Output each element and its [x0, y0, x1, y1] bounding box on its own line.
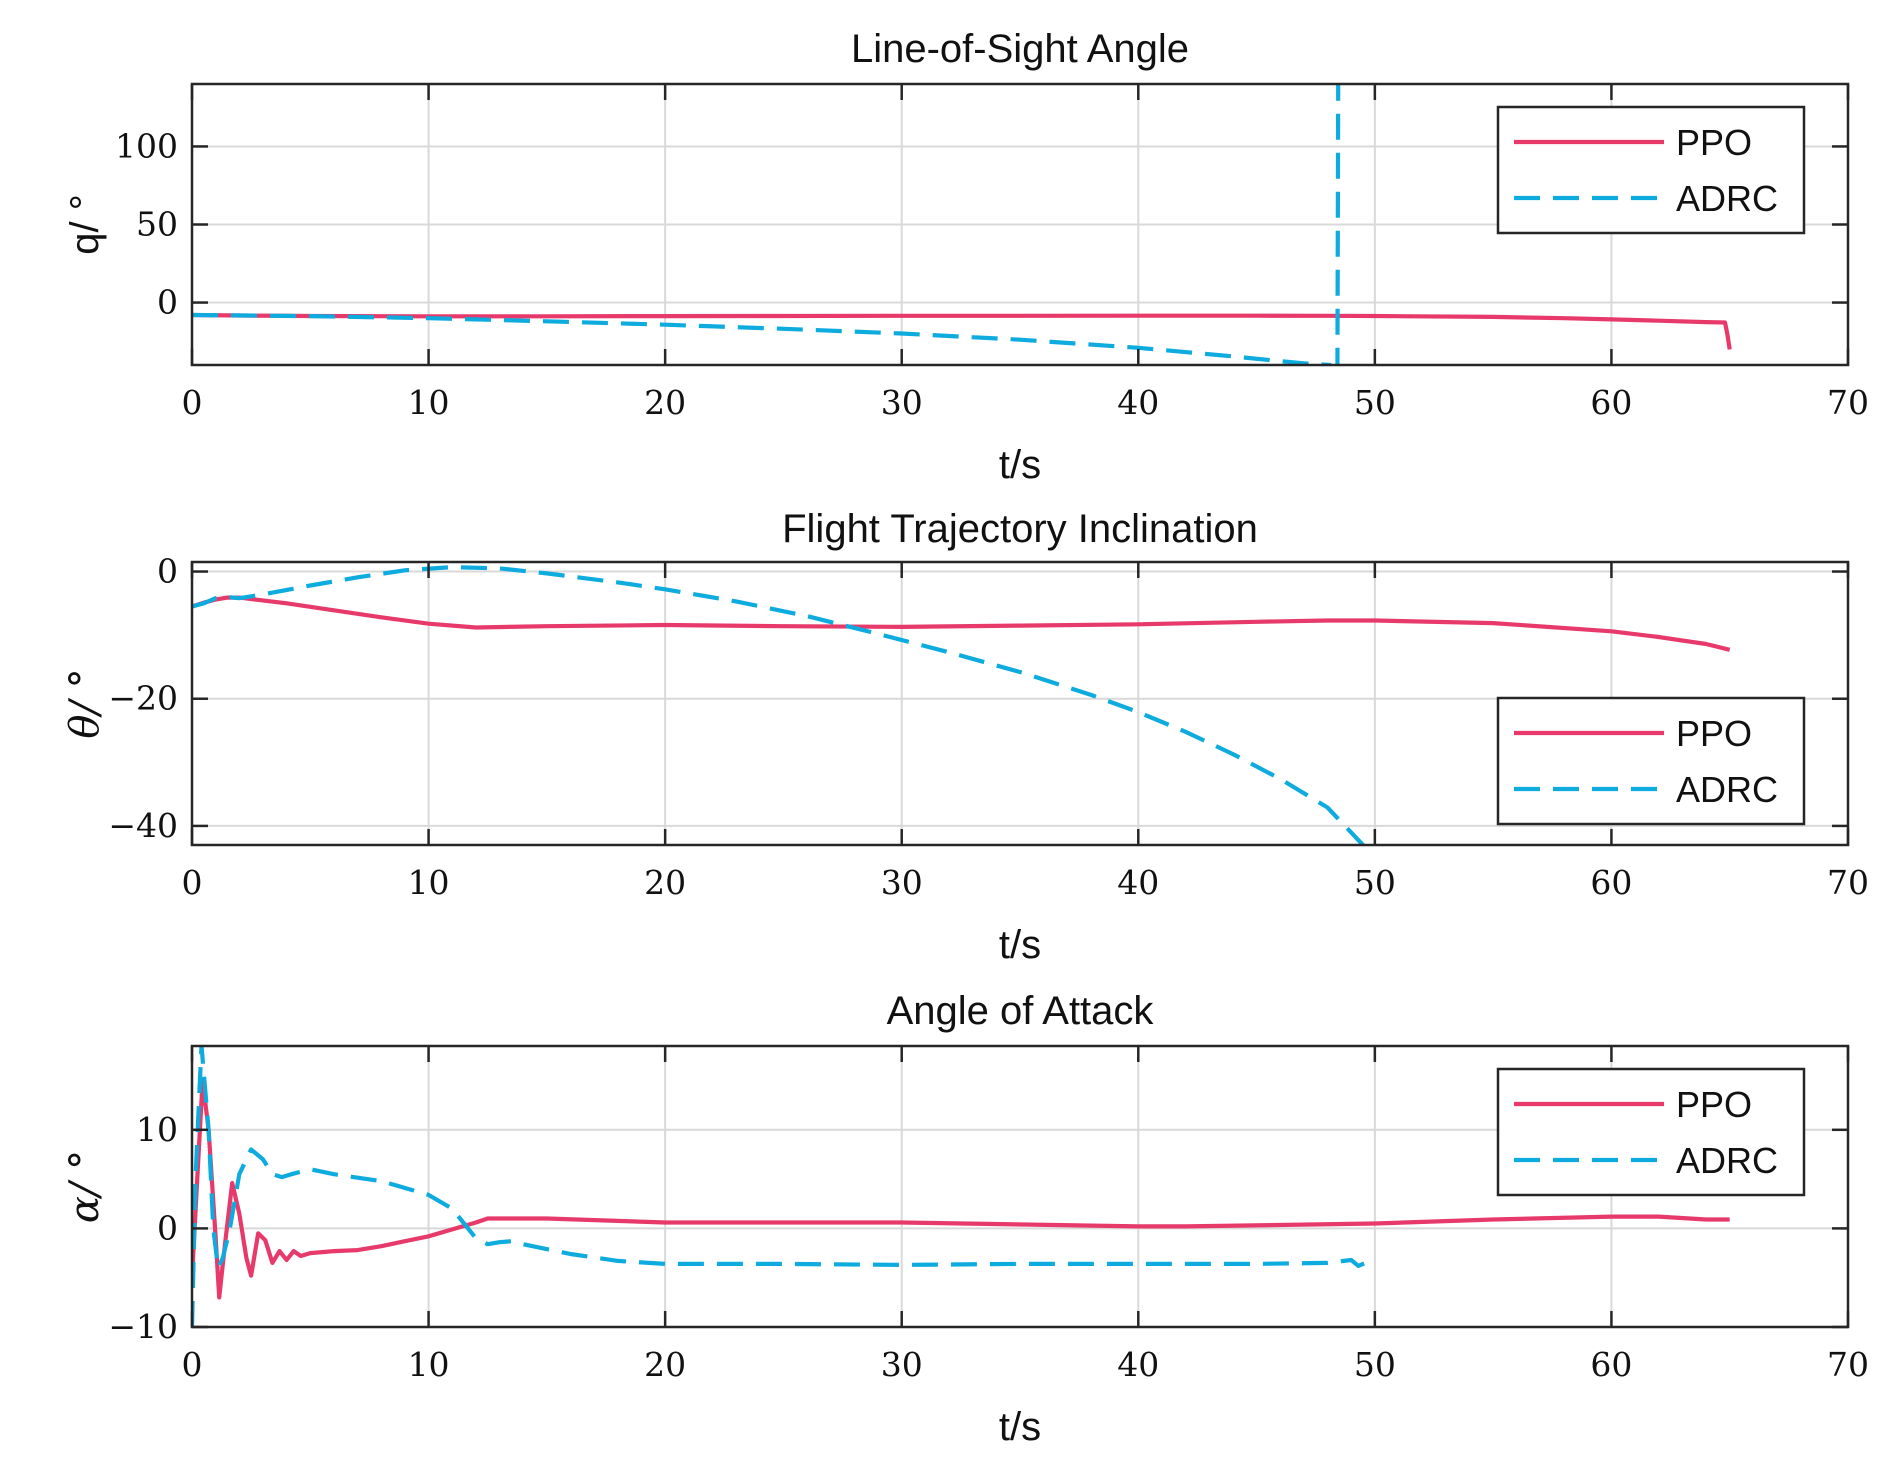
subplot1-x-tick-label: 40: [1117, 383, 1159, 422]
subplot2-x-tick-label: 40: [1117, 863, 1159, 902]
subplot1-x-tick-label: 60: [1590, 383, 1632, 422]
subplot1-y-tick-label: 100: [115, 126, 178, 165]
subplot2-x-tick-label: 20: [644, 863, 686, 902]
subplot3-series-adrc-line: [192, 1046, 1367, 1327]
subplot3-x-tick-label: 0: [182, 1345, 203, 1384]
subplot2-title: Flight Trajectory Inclination: [782, 507, 1258, 551]
subplot3-axes-box: [190, 1044, 1850, 1329]
subplot1-title: Line-of-Sight Angle: [851, 27, 1189, 71]
subplot3-x-tick-label: 70: [1827, 1345, 1869, 1384]
subplot3-y-tick-label: −10: [108, 1307, 178, 1346]
subplot1-legend-adrc-label: ADRC: [1676, 178, 1778, 219]
subplot1-x-tick-label: 20: [644, 383, 686, 422]
subplot2-legend-box: [1496, 696, 1806, 826]
subplot3-legend-adrc-label: ADRC: [1676, 1140, 1778, 1181]
subplot3-y-axis-label: α/ °: [62, 1150, 108, 1223]
subplot3-y-tick-label: 10: [136, 1110, 178, 1149]
subplot1-x-tick-label: 10: [408, 383, 450, 422]
subplot1-y-tick-label: 0: [157, 283, 178, 322]
subplot2-y-tick-label: −20: [108, 679, 178, 718]
subplot1-legend-ppo-label: PPO: [1676, 122, 1752, 163]
subplot2-x-tick-label: 50: [1354, 863, 1396, 902]
subplot3-x-tick-label: 50: [1354, 1345, 1396, 1384]
subplot3-x-tick-label: 20: [644, 1345, 686, 1384]
subplot3-x-tick-label: 30: [881, 1345, 923, 1384]
subplot1-y-tick-label: 50: [136, 205, 178, 244]
subplot2-x-tick-label: 0: [182, 863, 203, 902]
subplot1-series-ppo-line: [192, 312, 1732, 350]
subplot1-x-axis-label: t/s: [999, 443, 1041, 487]
subplot2-x-tick-label: 60: [1590, 863, 1632, 902]
subplot3-x-axis-label: t/s: [999, 1405, 1041, 1449]
subplot3-x-tick-label: 60: [1590, 1345, 1632, 1384]
subplot2-legend-ppo-label: PPO: [1676, 713, 1752, 754]
subplot2-x-axis-label: t/s: [999, 923, 1041, 967]
subplot2-x-tick-label: 30: [881, 863, 923, 902]
subplot2-x-tick-label: 70: [1827, 863, 1869, 902]
subplot2-legend-adrc-label: ADRC: [1676, 769, 1778, 810]
subplot3-legend: PPO ADRC: [1496, 1067, 1806, 1197]
subplot1: 0 10 20 30 40 50 60 70 0 50 100 Line-of-Sight Angle…: [63, 27, 1869, 487]
subplot2-y-tick-label: 0: [157, 552, 178, 591]
subplot1-x-tick-label: 70: [1827, 383, 1869, 422]
subplot2-legend: PPO ADRC: [1496, 696, 1806, 826]
subplot1-x-tick-label: 30: [881, 383, 923, 422]
subplot3-legend-box: [1496, 1067, 1806, 1197]
subplot2-series-adrc-line: [192, 565, 1365, 845]
subplot2: 0 10 20 30 40 50 60 70 −40 −20 0 Flight Trajectory …: [62, 507, 1869, 967]
subplot1-series-adrc-line: [192, 84, 1341, 365]
subplot3-x-tick-label: 40: [1117, 1345, 1159, 1384]
subplot1-legend-box: [1496, 105, 1806, 235]
subplot3-series-ppo-line: [192, 1078, 1730, 1300]
subplot2-y-axis-label: θ/ °: [62, 668, 108, 738]
subplot3-legend-ppo-label: PPO: [1676, 1084, 1752, 1125]
subplot1-y-axis-label: q/ °: [63, 194, 107, 254]
subplot1-x-tick-label: 50: [1354, 383, 1396, 422]
subplot2-y-tick-label: −40: [108, 806, 178, 845]
subplot3-title: Angle of Attack: [887, 989, 1155, 1033]
subplot1-x-tick-label: 0: [182, 383, 203, 422]
subplot3-y-tick-label: 0: [157, 1208, 178, 1247]
subplot1-legend: PPO ADRC: [1496, 105, 1806, 235]
subplot2-axes-box: [190, 560, 1850, 847]
subplot3-x-tick-label: 10: [408, 1345, 450, 1384]
subplot2-x-tick-label: 10: [408, 863, 450, 902]
